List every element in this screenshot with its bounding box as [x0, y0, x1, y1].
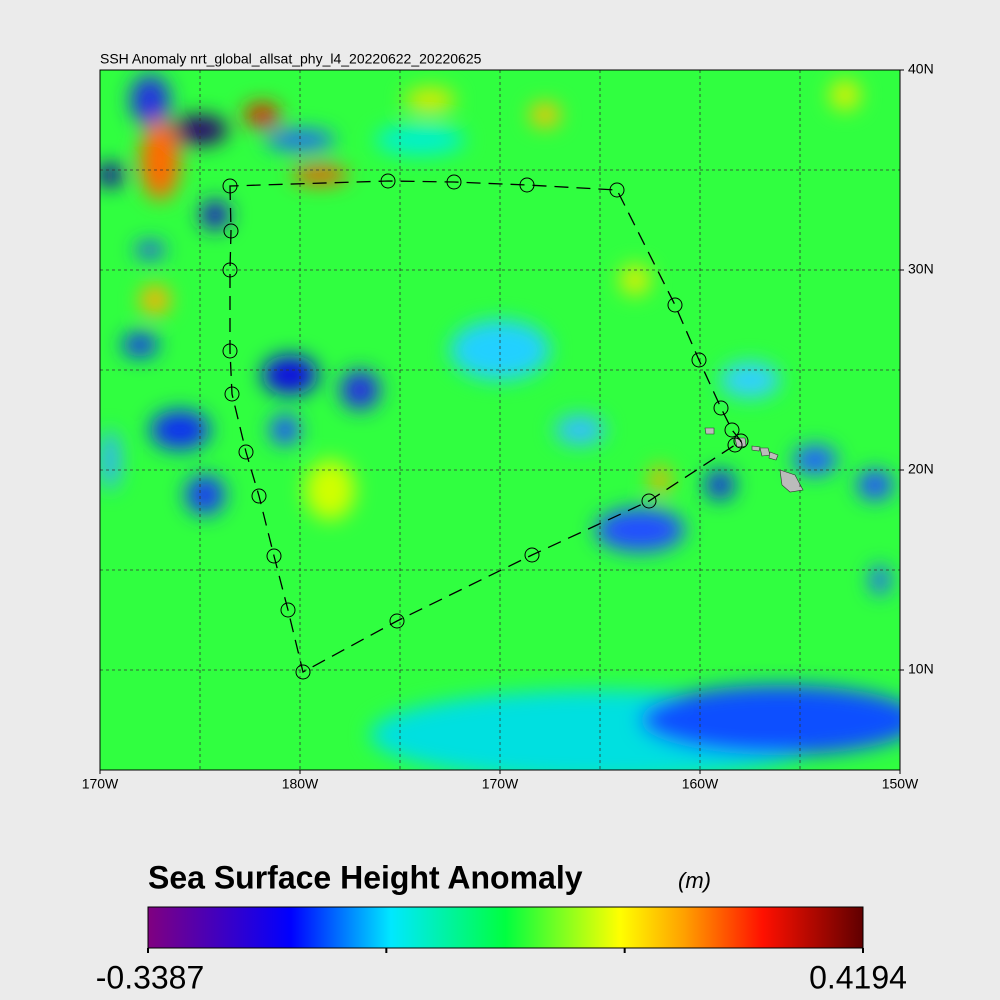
track-point — [280, 602, 296, 618]
track-point — [266, 548, 282, 564]
y-tick-label: 40N — [908, 61, 934, 77]
track — [222, 173, 749, 680]
track-point — [519, 177, 535, 193]
track-point — [222, 178, 238, 194]
blob — [262, 355, 318, 395]
island — [734, 437, 747, 448]
blob — [135, 242, 165, 258]
track-point — [238, 444, 254, 460]
blob — [640, 685, 900, 755]
blob — [244, 103, 280, 127]
y-tick-label: 10N — [908, 661, 934, 677]
track-point — [222, 343, 238, 359]
x-tick-label: 170W — [482, 776, 519, 792]
blob — [705, 470, 735, 500]
blob — [555, 415, 605, 445]
track-point — [724, 422, 740, 438]
blob — [720, 362, 780, 398]
blob — [100, 163, 124, 187]
colorbar-ticks — [147, 948, 864, 953]
blob — [830, 80, 860, 110]
colorbar — [147, 906, 864, 949]
track-point — [524, 547, 540, 563]
blob — [130, 75, 170, 125]
blob — [870, 565, 890, 595]
track-point — [446, 174, 462, 190]
colorbar-title: Sea Surface Height Anomaly — [148, 859, 583, 895]
island — [779, 469, 804, 493]
blob — [122, 333, 158, 357]
blob — [530, 103, 560, 127]
island — [751, 445, 761, 452]
blob — [405, 88, 455, 112]
track-point — [380, 173, 396, 189]
blob — [140, 120, 180, 200]
island — [704, 427, 715, 435]
track-point — [713, 400, 729, 416]
blob — [340, 370, 380, 410]
track-point — [295, 664, 311, 680]
blob — [185, 475, 225, 515]
title: SSH Anomaly nrt_global_allsat_phy_l4_202… — [100, 51, 482, 67]
x-tick-label: 160W — [682, 776, 719, 792]
blob — [100, 430, 120, 490]
x-tick-label: 180W — [282, 776, 319, 792]
blob — [620, 265, 650, 295]
map-field — [100, 70, 900, 770]
blob — [140, 285, 170, 315]
islands — [704, 427, 804, 493]
blob — [200, 200, 230, 230]
track-point — [222, 262, 238, 278]
y-tick-label: 20N — [908, 461, 934, 477]
track-point — [251, 488, 267, 504]
blob — [857, 470, 893, 500]
axis-labels: 170W 180W 170W 160W 150W 10N 20N 30N 40N — [82, 61, 934, 792]
colorbar-min: -0.3387 — [96, 959, 205, 995]
island — [759, 447, 771, 457]
blob — [650, 465, 670, 495]
track-point — [224, 386, 240, 402]
blob — [375, 125, 465, 155]
blob — [450, 320, 550, 380]
blob — [305, 460, 355, 520]
blob — [270, 415, 300, 445]
track-point — [641, 493, 657, 509]
blob — [793, 445, 837, 475]
blob — [292, 166, 348, 184]
colorbar-max: 0.4194 — [809, 959, 907, 995]
grid — [100, 70, 900, 770]
x-tick-label: 170W — [82, 776, 119, 792]
track-point — [223, 223, 239, 239]
blob — [265, 130, 335, 150]
island — [768, 451, 779, 461]
track-point — [609, 182, 625, 198]
y-tick-label: 30N — [908, 261, 934, 277]
track-point — [389, 613, 405, 629]
x-tick-label: 150W — [882, 776, 919, 792]
blob — [150, 410, 210, 450]
track-point — [733, 433, 749, 449]
colorbar-unit: (m) — [678, 868, 711, 893]
track-point — [667, 297, 683, 313]
blob — [595, 508, 685, 552]
track-point — [691, 352, 707, 368]
